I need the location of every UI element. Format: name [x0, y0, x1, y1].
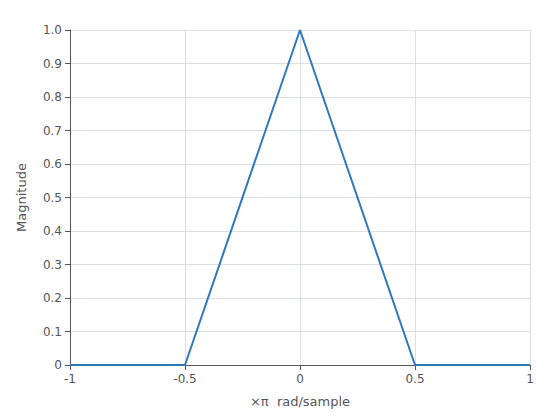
svg-text:Magnitude: Magnitude [14, 163, 29, 232]
svg-text:0.8: 0.8 [43, 90, 62, 104]
svg-text:0.4: 0.4 [43, 224, 62, 238]
svg-text:1: 1 [526, 372, 534, 386]
svg-text:×π rad/sample: ×π rad/sample [250, 394, 350, 409]
svg-text:-0.5: -0.5 [173, 372, 196, 386]
svg-text:0.3: 0.3 [43, 258, 62, 272]
svg-text:0.2: 0.2 [43, 291, 62, 305]
svg-text:0.1: 0.1 [43, 325, 62, 339]
svg-text:-1: -1 [64, 372, 76, 386]
svg-text:0.5: 0.5 [43, 191, 62, 205]
svg-text:0: 0 [296, 372, 304, 386]
svg-text:0: 0 [54, 358, 62, 372]
svg-text:0.7: 0.7 [43, 124, 62, 138]
svg-text:0.6: 0.6 [43, 157, 62, 171]
svg-text:0.5: 0.5 [405, 372, 424, 386]
svg-text:1.0: 1.0 [43, 23, 62, 37]
svg-text:0.9: 0.9 [43, 57, 62, 71]
